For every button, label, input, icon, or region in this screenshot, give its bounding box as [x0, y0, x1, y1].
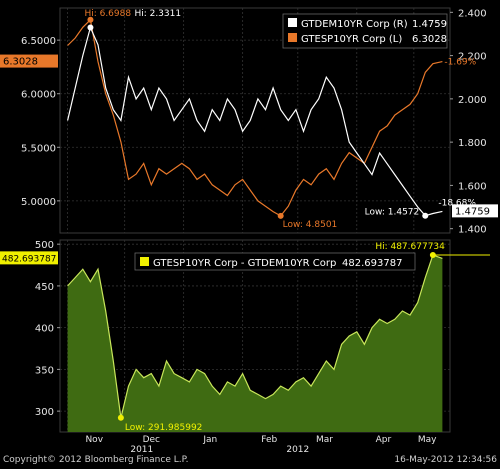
gtesp-hi-label: Hi: 6.6988	[84, 9, 131, 19]
bottom-left-tick-label: 300	[35, 407, 54, 418]
x-month-label: Apr	[376, 435, 392, 445]
bottom-left-tick-label: 500	[35, 240, 54, 251]
top-left-tick-label: 6.0000	[21, 90, 56, 101]
gtesp-last-tag-label: 6.3028	[3, 57, 38, 68]
legend-value-gtdem: 1.4759	[412, 19, 447, 30]
top-right-tick-label: 2.400	[458, 8, 487, 19]
footer: Copyright© 2012 Bloomberg Finance L.P. 1…	[0, 453, 500, 469]
gtdem-last-tag	[452, 204, 498, 218]
top-annotations: Hi: 6.6988 Hi: 2.3311 Low: 4.8501 Low: 1.45…	[0, 9, 498, 230]
top-right-tick-label: 2.000	[458, 95, 487, 106]
timestamp-text: 16-May-2012 12:34:56	[394, 455, 497, 465]
gtdem-low-label: Low: 1.4572	[365, 208, 420, 218]
top-left-tick-label: 5.0000	[21, 197, 56, 208]
bottom-left-axis: 300 350 400 450 500	[35, 240, 60, 418]
gtesp-line	[67, 18, 443, 217]
gtdem-hi-label: Hi: 2.3311	[134, 9, 181, 19]
top-grid	[60, 8, 450, 233]
x-axis: Nov Dec Jan Feb Mar Apr May 2011 2012	[85, 435, 437, 455]
gtesp-last-tag	[0, 54, 58, 68]
legend-value-gtesp: 6.3028	[412, 34, 447, 45]
spread-area-fill	[67, 255, 443, 432]
x-month-label: Jan	[202, 435, 217, 445]
gtdem-low-marker	[422, 212, 429, 219]
gtesp-change-label: -1.69%	[444, 58, 476, 68]
copyright-text: Copyright© 2012 Bloomberg Finance L.P.	[3, 455, 189, 465]
bottom-left-tick-label: 350	[35, 365, 54, 376]
legend-value-spread: 482.693787	[342, 258, 402, 269]
x-year-label: 2011	[130, 445, 153, 453]
legend-label-spread: GTESP10YR Corp - GTDEM10YR Corp	[153, 258, 336, 269]
spread-low-marker	[117, 414, 124, 421]
top-left-axis: 5.0000 5.5000 6.0000 6.5000	[21, 36, 60, 208]
gtesp-low-label: Low: 4.8501	[283, 220, 338, 230]
legend-swatch-gtesp	[288, 33, 297, 42]
gtesp-low-marker	[277, 212, 284, 219]
spread-last-tag	[0, 251, 58, 265]
legend-label-gtdem: GTDEM10YR Corp (R)	[301, 19, 408, 30]
top-left-tick-label: 5.5000	[21, 143, 56, 154]
spread-line	[67, 254, 443, 418]
legend-label-gtesp: GTESP10YR Corp (L)	[301, 34, 402, 45]
x-month-label: Dec	[143, 435, 160, 445]
gtesp-hi-marker	[87, 16, 94, 23]
top-right-axis: 1.400 1.600 1.800 2.000 2.200 2.400	[450, 8, 487, 236]
bottom-legend: GTESP10YR Corp - GTDEM10YR Corp 482.6937…	[134, 252, 416, 271]
spread-low-label: Low: 291.985992	[125, 423, 203, 433]
spread-last-tag-label: 482.693787	[2, 254, 56, 264]
x-month-label: Mar	[316, 435, 333, 445]
yield-series	[67, 18, 443, 217]
top-right-tick-label: 1.600	[458, 181, 487, 192]
bottom-left-tick-label: 450	[35, 282, 54, 293]
bottom-left-tick-label: 400	[35, 324, 54, 335]
top-left-tick-label: 6.5000	[21, 36, 56, 47]
spread-hi-label: Hi: 487.677734	[375, 242, 445, 252]
top-right-tick-label: 1.800	[458, 138, 487, 149]
x-month-label: Feb	[261, 435, 277, 445]
gtdem-line	[67, 25, 443, 217]
gtdem-last-tag-label: 1.4759	[455, 206, 490, 217]
top-right-tick-label: 2.200	[458, 52, 487, 63]
gtdem-hi-marker	[87, 24, 94, 31]
chart-canvas: 5.0000 5.5000 6.0000 6.5000 1.400 1.600 1.800…	[0, 7, 498, 455]
x-month-label: May	[418, 435, 437, 445]
spread-series	[67, 254, 443, 432]
gtdem-change-label: -18.68%	[438, 198, 476, 208]
top-legend: GTDEM10YR Corp (R) 1.4759 GTESP10YR Corp…	[282, 13, 448, 49]
x-month-label: Nov	[85, 435, 103, 445]
bottom-annotations: Hi: 487.677734 Low: 291.985992 482.693787	[0, 242, 490, 433]
top-right-tick-label: 1.400	[458, 225, 487, 236]
legend-swatch-gtdem	[288, 18, 297, 27]
legend-swatch-spread	[140, 257, 149, 266]
x-year-label: 2012	[286, 445, 309, 453]
